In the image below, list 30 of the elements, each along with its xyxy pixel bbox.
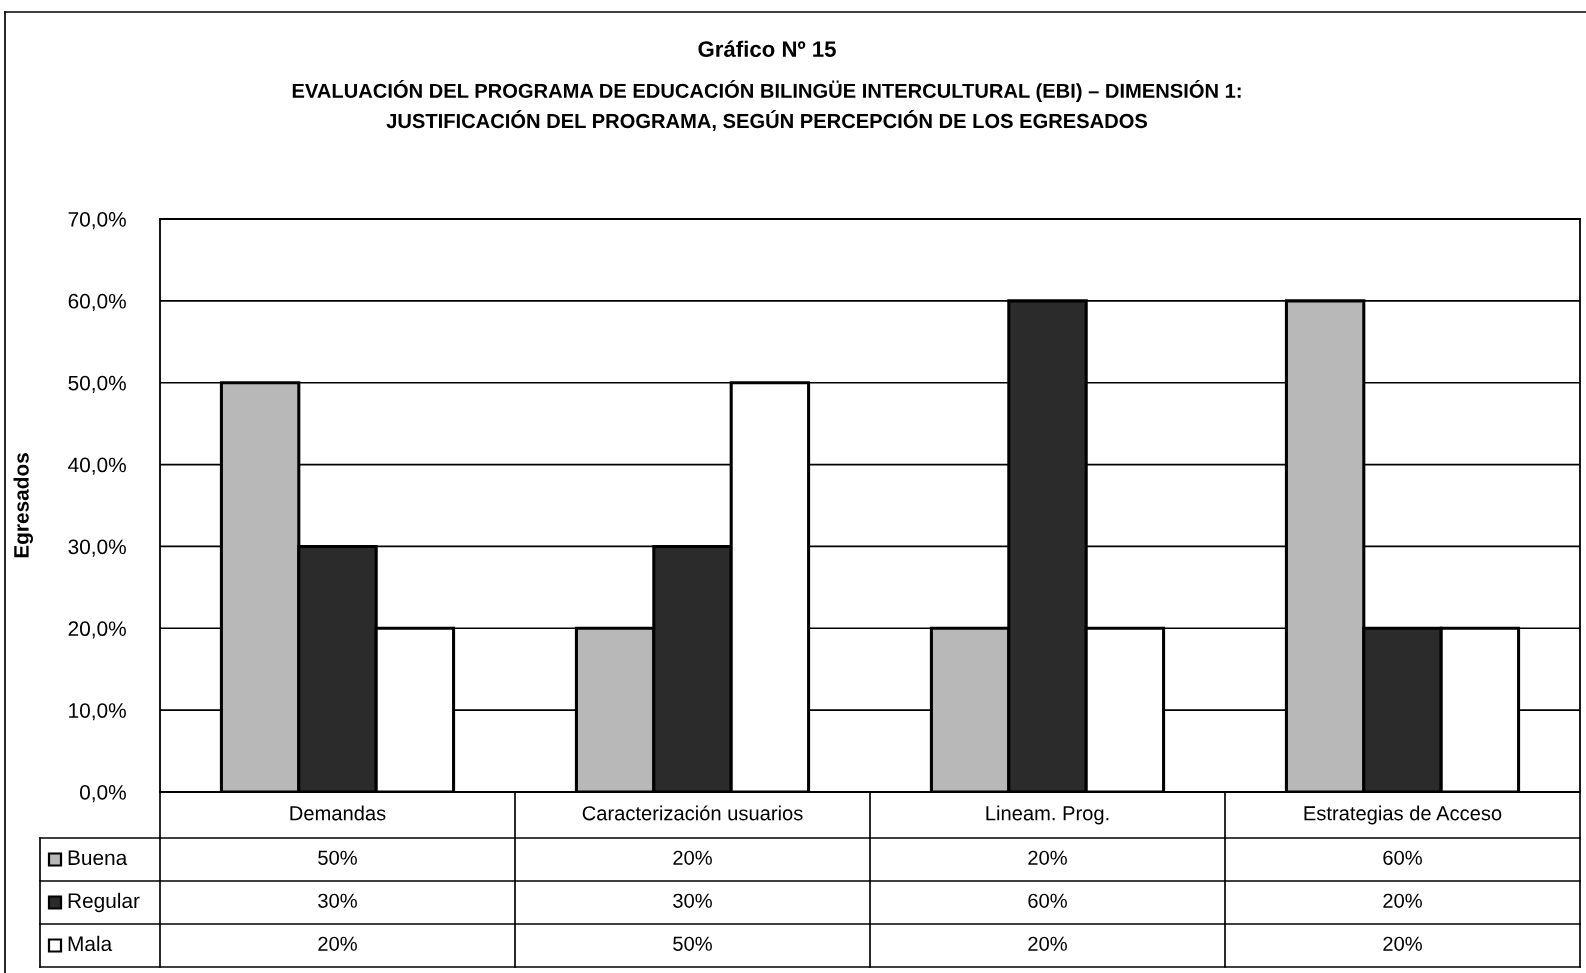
data-label: 20% [1028,936,1067,951]
x-tick-label: Lineam. Prog. [986,805,1109,825]
x-tick-label: Demandas [290,805,386,821]
x-tick-label: Caracterización usuarios [582,805,803,821]
data-label: 20% [673,850,712,865]
chart-title: Gráfico Nº 15 [698,40,836,57]
y-tick-label: 0,0% [80,785,126,803]
data-label: 20% [318,936,357,951]
y-tick-label: 50,0% [68,375,126,393]
data-label: 50% [673,936,712,951]
legend-label: Regular [68,892,140,913]
y-tick-label: 10,0% [69,703,126,721]
data-label: 50% [318,850,357,865]
y-tick-label: 30,0% [68,539,126,557]
data-label: 20% [1383,936,1422,951]
y-tick-label: 20,0% [68,621,126,639]
legend-label: Mala [68,935,113,952]
data-label: 20% [1383,893,1422,908]
y-tick-label: 60,0% [68,293,126,312]
legend-label: Buena [68,850,128,866]
data-label: 20% [1028,850,1067,865]
data-label: 60% [1028,893,1067,908]
data-label: 60% [1383,850,1422,865]
data-label: 30% [318,893,357,908]
y-tick-label: 40,0% [68,457,126,475]
x-tick-label: Estrategias de Acceso [1304,805,1502,825]
y-tick-label: 70,0% [68,212,126,230]
y-axis-title: Egresados [13,453,33,558]
chart-subtitle: EVALUACIÓN DEL PROGRAMA DE EDUCACIÓN BILINGÜE INTERCULTURAL (EBI) – DIMENSIÓN 1: JUSTIFICACIÓN DEL PROGRAMA, SEGÚN PERCEPCIÓN DE LOS EGRESADOS [292,79,1241,132]
data-label: 30% [673,893,712,908]
